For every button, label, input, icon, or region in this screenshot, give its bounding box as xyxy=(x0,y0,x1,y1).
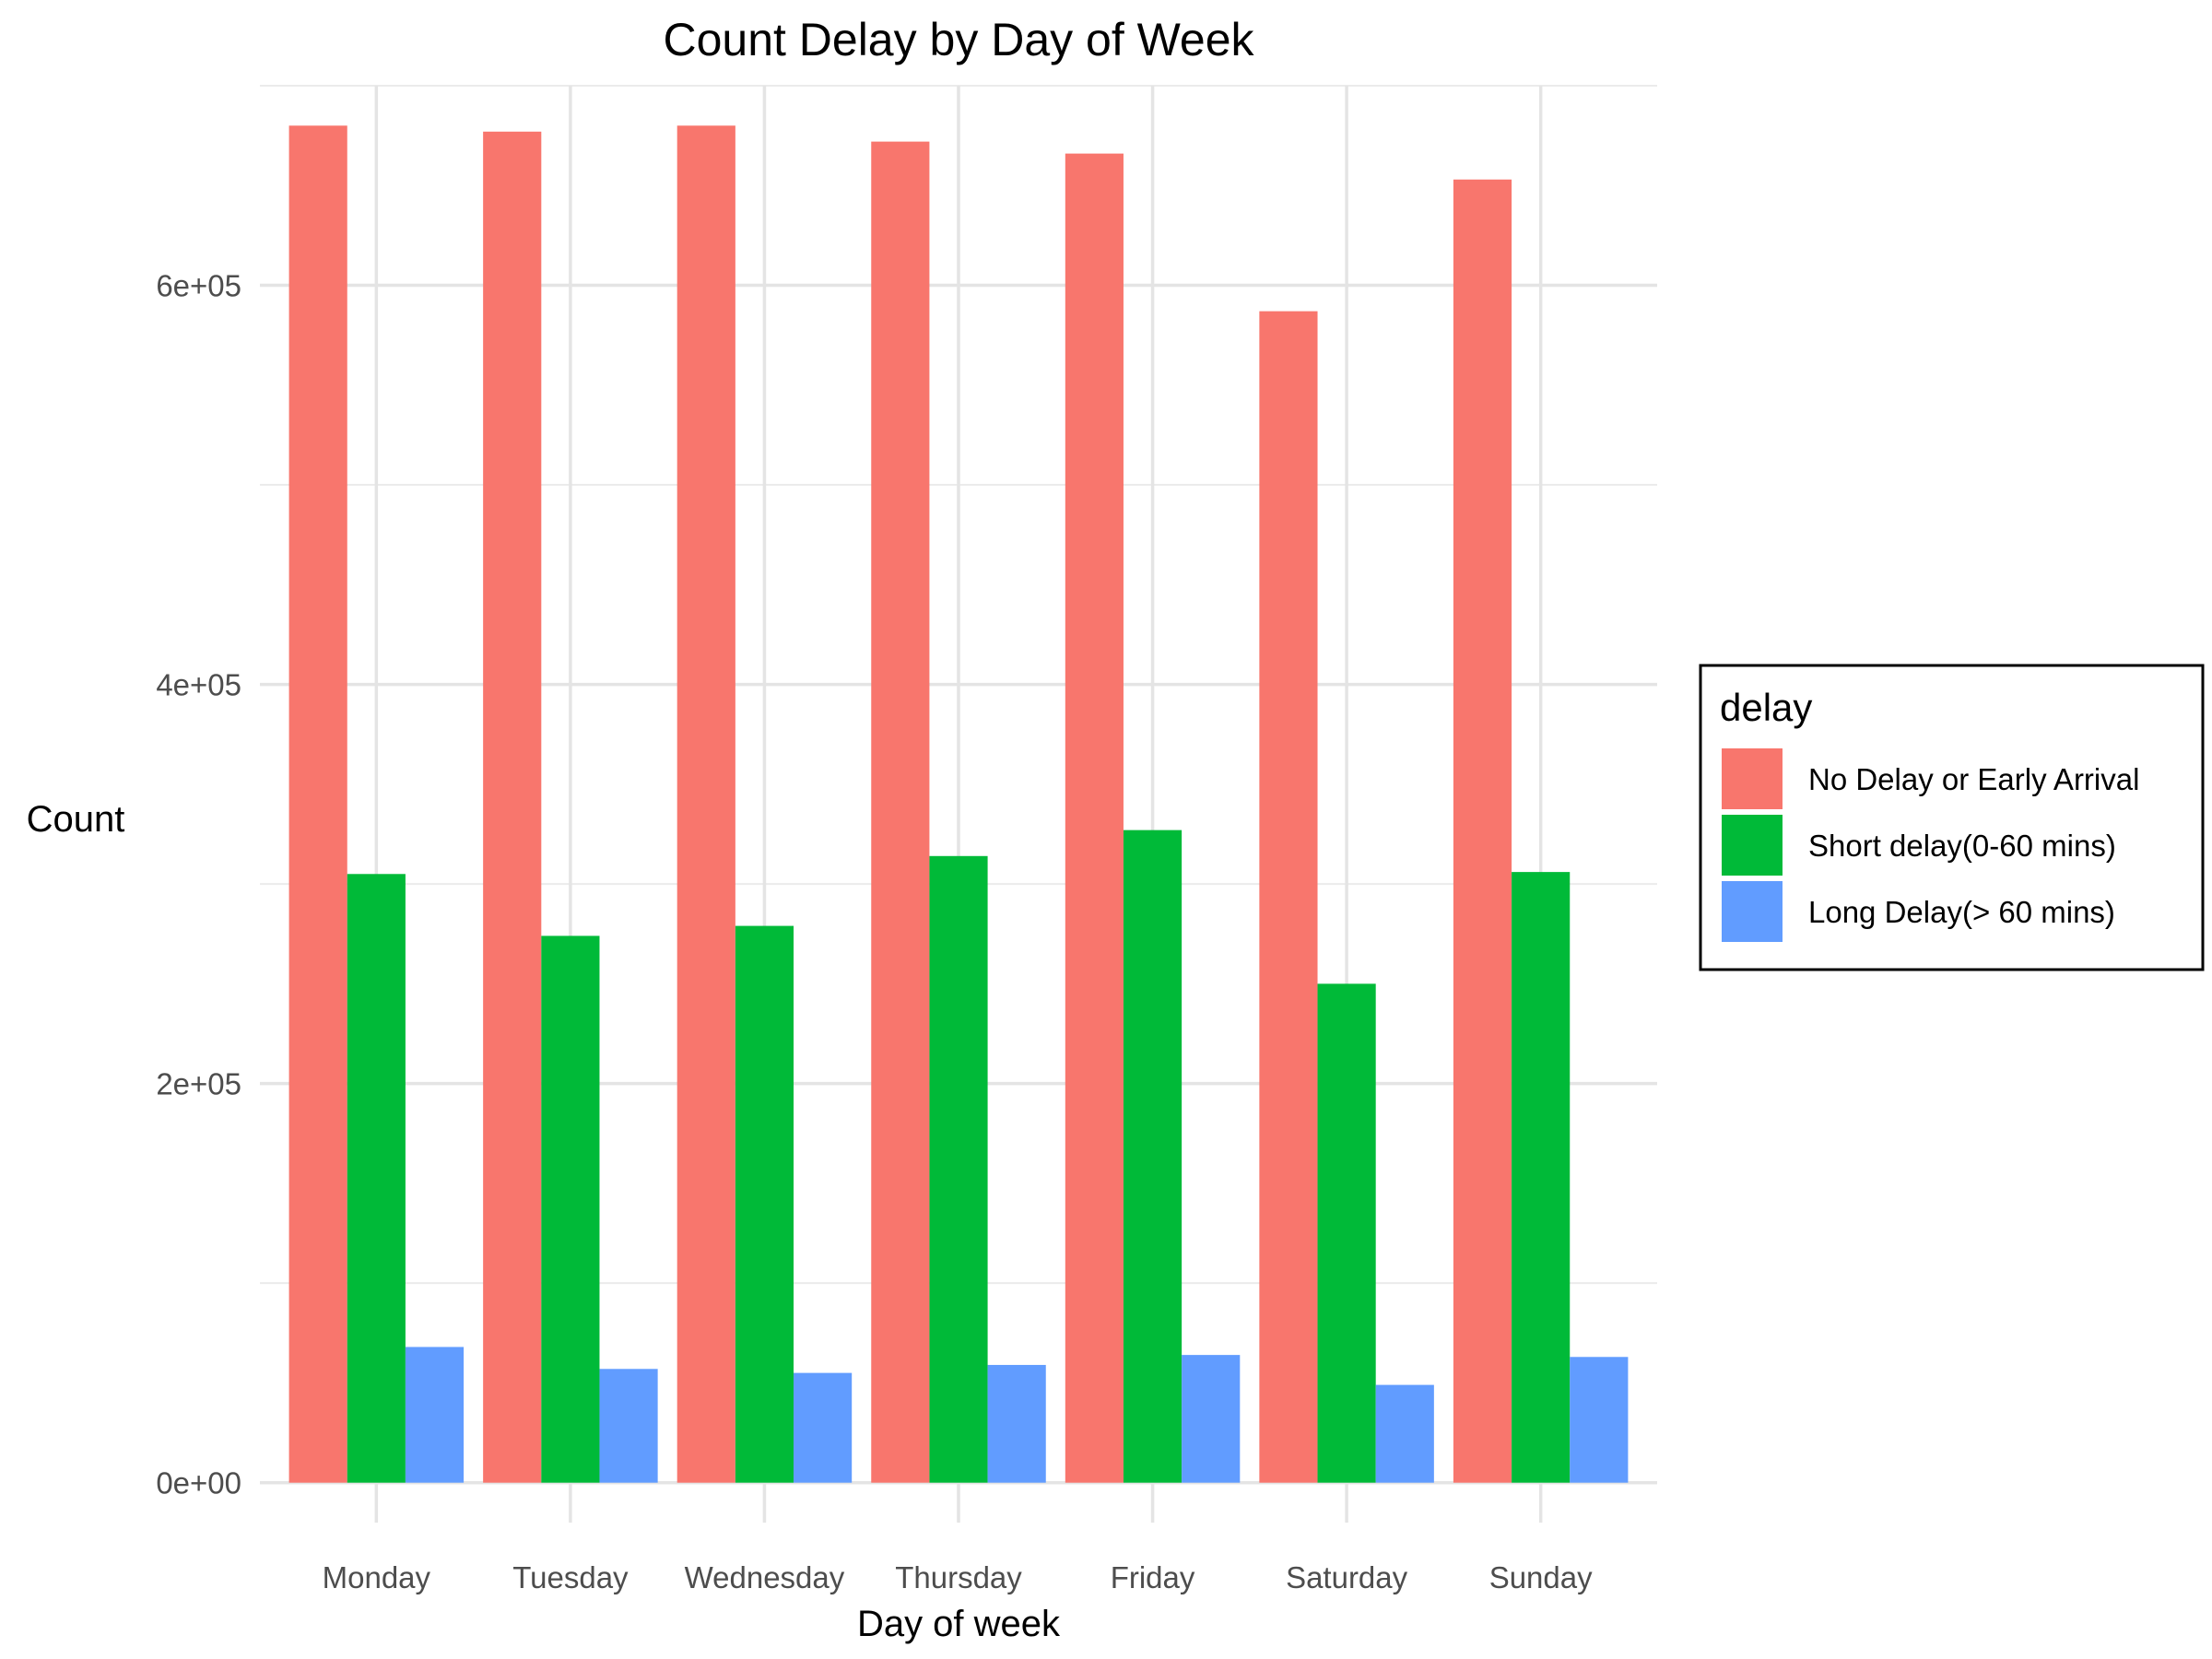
y-axis-title: Count xyxy=(27,799,125,840)
legend-label-0: No Delay or Early Arrival xyxy=(1808,762,2139,796)
legend-label-1: Short delay(0-60 mins) xyxy=(1808,829,2116,863)
bar-thursday-0 xyxy=(871,141,930,1483)
x-tick-label-thursday: Thursday xyxy=(895,1560,1022,1594)
bar-monday-0 xyxy=(288,125,347,1483)
legend-swatch-0 xyxy=(1722,748,1783,809)
legend-box xyxy=(1699,664,2205,971)
x-tick-label-saturday: Saturday xyxy=(1286,1560,1408,1594)
bar-sunday-1 xyxy=(1512,872,1571,1483)
bar-monday-1 xyxy=(347,874,406,1483)
x-axis-title: Day of week xyxy=(857,1604,1061,1644)
legend-label-2: Long Delay(> 60 mins) xyxy=(1808,895,2115,929)
bars xyxy=(288,125,1629,1483)
bar-saturday-2 xyxy=(1375,1384,1434,1483)
legend-swatch-1 xyxy=(1722,815,1783,876)
bar-thursday-2 xyxy=(987,1364,1046,1483)
bar-thursday-1 xyxy=(929,855,988,1483)
legend-items: No Delay or Early Arrival Short delay(0-6… xyxy=(1722,748,2139,942)
bar-tuesday-1 xyxy=(541,935,600,1483)
bar-sunday-2 xyxy=(1570,1357,1629,1483)
x-tick-label-tuesday: Tuesday xyxy=(512,1560,629,1594)
y-tick-label-3: 6e+05 xyxy=(156,269,241,303)
x-tick-label-friday: Friday xyxy=(1111,1560,1195,1594)
y-tick-label-0: 0e+00 xyxy=(156,1466,241,1500)
bar-tuesday-2 xyxy=(599,1369,658,1483)
x-tick-label-monday: Monday xyxy=(323,1560,431,1594)
bar-friday-2 xyxy=(1182,1355,1241,1483)
bar-wednesday-1 xyxy=(735,925,794,1483)
bar-tuesday-0 xyxy=(483,131,542,1483)
y-tick-label-1: 2e+05 xyxy=(156,1067,241,1101)
chart-title: Count Delay by Day of Week xyxy=(663,14,1254,65)
y-axis-ticks: 0e+00 2e+05 4e+05 6e+05 xyxy=(156,269,241,1500)
legend-swatch-2 xyxy=(1722,881,1783,942)
bar-wednesday-0 xyxy=(677,125,735,1483)
bar-sunday-0 xyxy=(1453,179,1512,1483)
bar-monday-2 xyxy=(405,1347,465,1483)
legend: delay No Delay or Early Arrival Short del… xyxy=(1699,664,2205,971)
x-tick-label-wednesday: Wednesday xyxy=(685,1560,845,1594)
bar-saturday-1 xyxy=(1317,983,1376,1483)
y-tick-label-2: 4e+05 xyxy=(156,668,241,702)
bar-wednesday-2 xyxy=(794,1372,853,1483)
x-tick-label-sunday: Sunday xyxy=(1489,1560,1593,1594)
bar-friday-0 xyxy=(1065,153,1124,1483)
bar-saturday-0 xyxy=(1259,311,1318,1483)
bar-friday-1 xyxy=(1123,830,1182,1483)
x-axis-ticks: Monday Tuesday Wednesday Thursday Friday Satu… xyxy=(323,1560,1593,1594)
legend-title: delay xyxy=(1720,686,1812,729)
